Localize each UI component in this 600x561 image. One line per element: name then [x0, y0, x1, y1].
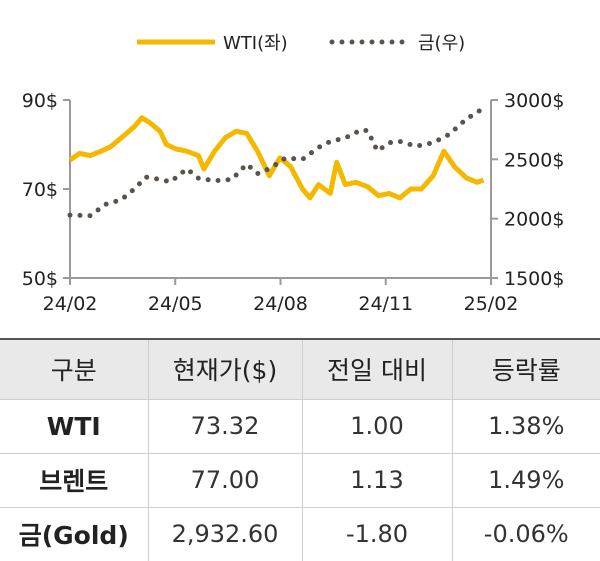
- header-change: 전일 대비: [301, 339, 453, 399]
- price-table: 구분 현재가($) 전일 대비 등락률 WTI 73.32 1.00 1.38%…: [0, 338, 600, 561]
- table-row: 금(Gold) 2,932.60 -1.80 -0.06%: [0, 507, 600, 561]
- y-right-tick-label: 2000$: [504, 209, 564, 231]
- row-name: 브렌트: [0, 453, 149, 507]
- y-left-tick-label: 70$: [22, 179, 58, 201]
- x-tick-label: 24/02: [43, 293, 98, 315]
- chart: 50$ 70$ 90$ 1500$ 2000$ 2500$ 3000$ 24/02 24/05 2…: [22, 33, 565, 315]
- y-right-tick-label: 3000$: [504, 90, 564, 112]
- header-category: 구분: [0, 339, 149, 399]
- row-rate: 1.38%: [451, 399, 600, 453]
- table-row: WTI 73.32 1.00 1.38%: [0, 399, 600, 453]
- x-tick-label: 24/05: [148, 293, 203, 315]
- row-change: -1.80: [301, 507, 453, 561]
- y-right-tick-label: 1500$: [504, 268, 564, 290]
- row-change: 1.00: [301, 399, 453, 453]
- row-price: 73.32: [147, 399, 303, 453]
- chart-plot: 50$ 70$ 90$ 1500$ 2000$ 2500$ 3000$ 24/02 24/05 2…: [22, 33, 565, 315]
- y-right-tick-label: 2500$: [504, 149, 564, 171]
- row-change: 1.13: [301, 453, 453, 507]
- x-tick-label: 24/08: [253, 293, 308, 315]
- table-header-row: 구분 현재가($) 전일 대비 등락률: [0, 339, 600, 399]
- y-left-tick-label: 50$: [22, 268, 58, 290]
- x-tick-label: 25/02: [464, 293, 519, 315]
- table-row: 브렌트 77.00 1.13 1.49%: [0, 453, 600, 507]
- series-line-gold: [67, 105, 486, 219]
- series-line-wti: [68, 115, 485, 201]
- row-price: 2,932.60: [147, 507, 303, 561]
- legend-label-wti: WTI(좌): [223, 33, 288, 54]
- row-name: 금(Gold): [0, 507, 149, 561]
- row-rate: 1.49%: [451, 453, 600, 507]
- y-left-tick-label: 90$: [22, 90, 58, 112]
- header-rate: 등락률: [451, 339, 600, 399]
- legend-label-gold: 금(우): [418, 33, 465, 54]
- row-rate: -0.06%: [451, 507, 600, 561]
- row-name: WTI: [0, 399, 149, 453]
- row-price: 77.00: [147, 453, 303, 507]
- x-tick-label: 24/11: [358, 293, 413, 315]
- header-price: 현재가($): [147, 339, 303, 399]
